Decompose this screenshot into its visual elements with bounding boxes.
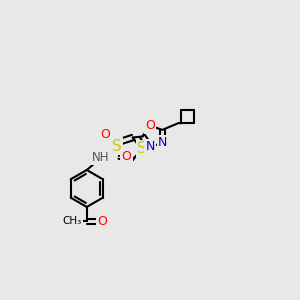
Text: O: O — [97, 215, 107, 228]
Text: NH: NH — [92, 151, 110, 164]
Text: S: S — [137, 142, 147, 157]
Text: S: S — [112, 139, 122, 154]
Text: N: N — [158, 136, 167, 149]
Text: O: O — [100, 128, 110, 141]
Text: O: O — [122, 150, 131, 163]
Text: N: N — [146, 140, 155, 153]
Text: CH₃: CH₃ — [62, 216, 82, 226]
Text: O: O — [145, 119, 155, 132]
